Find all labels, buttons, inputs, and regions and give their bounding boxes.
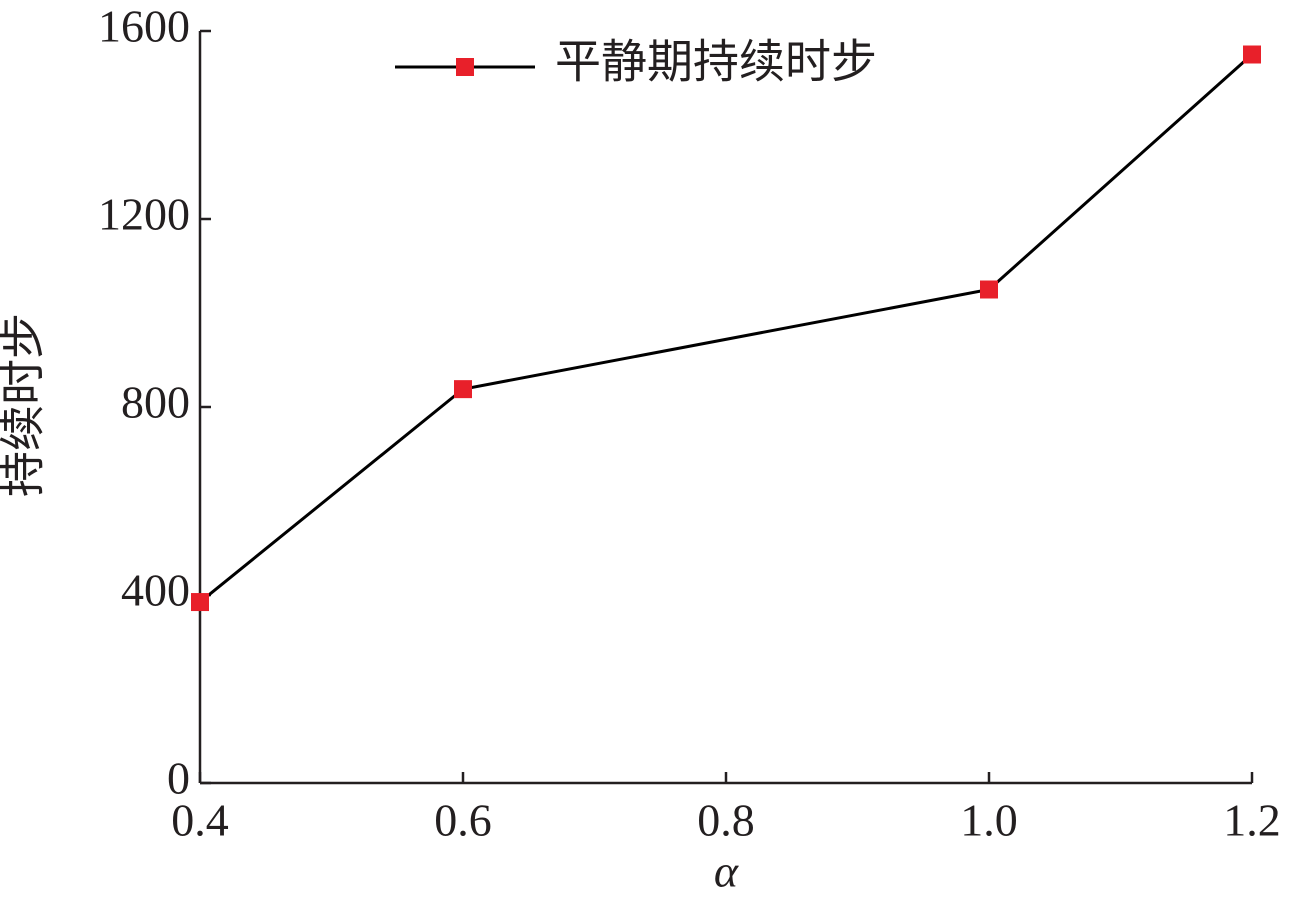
x-tick-label: 1.0 [960,795,1018,846]
marker [191,593,209,612]
y-axis-label: 持续时步 [0,313,49,497]
marker [980,280,998,299]
x-tick-label: 0.8 [697,795,755,846]
y-tick-label: 1600 [98,1,190,52]
legend-marker [456,58,474,76]
x-tick-label: 0.4 [171,795,229,846]
marker [1243,45,1261,64]
x-tick-label: 1.2 [1223,795,1281,846]
legend-label: 平静期持续时步 [555,37,877,88]
series-line [199,53,1253,604]
y-tick-label: 800 [121,377,190,428]
y-tick-label: 400 [121,565,190,616]
x-tick-label: 0.6 [434,795,492,846]
x-axis-label: α [714,846,739,897]
y-tick-label: 1200 [98,189,190,240]
y-tick-label: 0 [167,753,190,804]
marker [454,380,472,399]
